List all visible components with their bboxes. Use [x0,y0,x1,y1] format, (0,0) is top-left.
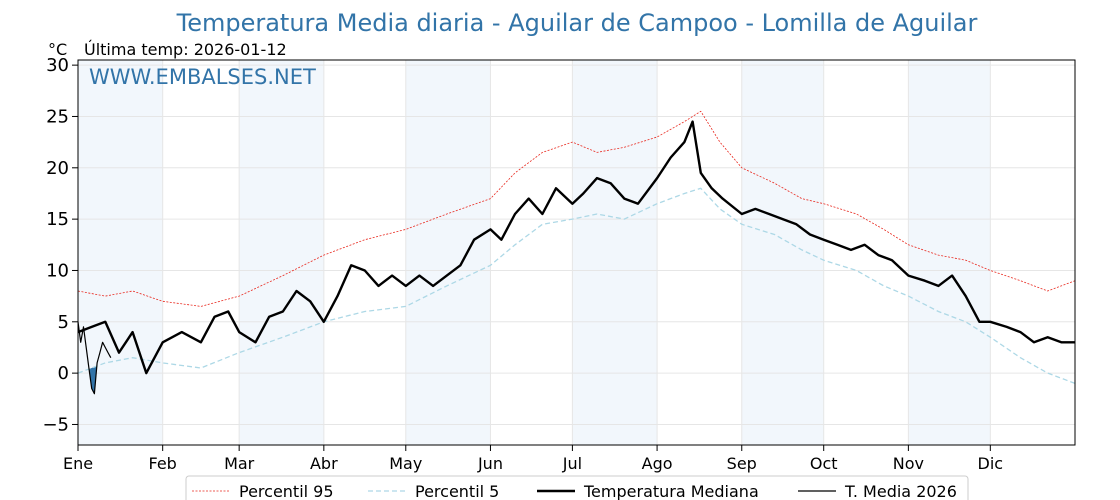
series-lines [77,110,1076,395]
month-shade-sep [741,60,824,445]
x-tick-label-dic: Dic [978,454,1004,473]
x-tick-label-feb: Feb [149,454,177,473]
y-tick-label: 5 [58,312,69,333]
y-tick-label: 10 [46,260,69,281]
chart-title: Temperatura Media diaria - Aguilar de Ca… [176,9,978,37]
x-axis: Ene Feb Mar Abr May Jun Jul Ago Sep Oct Nov Dic [63,445,1003,473]
below-percentile-fill [78,361,111,394]
month-shade-nov [908,60,991,445]
y-tick-label: 0 [58,363,69,384]
month-shade-ene [78,60,163,445]
y-tick-label: 15 [46,209,69,230]
x-tick-label-ago: Ago [642,454,673,473]
x-tick-label-oct: Oct [810,454,838,473]
x-tick-label-ene: Ene [63,454,93,473]
x-tick-label-jun: Jun [477,454,503,473]
legend-label-3: T. Media 2026 [844,482,957,500]
y-tick-label: 20 [46,158,69,179]
y-axis: −5 0 5 10 15 20 25 30 [42,55,78,435]
legend-box [185,475,969,500]
y-tick-label: −5 [42,414,69,435]
month-shade-jul [572,60,658,445]
month-shading [78,60,991,445]
series-line-3 [77,321,112,395]
last-temp-label: Última temp: 2026-01-12 [84,40,287,59]
x-tick-label-mar: Mar [224,454,255,473]
legend: Percentil 95 Percentil 5 Temperatura Media… [185,475,969,500]
series-line-0 [77,110,1076,307]
legend-label-0: Percentil 95 [239,482,334,500]
y-tick-label: 25 [46,106,69,127]
watermark: WWW.EMBALSES.NET [89,65,316,89]
plot-frame [77,59,1076,446]
legend-label-2: Temperatura Mediana [583,482,759,500]
unit-label: °C [48,40,67,59]
x-tick-label-jul: Jul [562,454,582,473]
series-line-1 [77,187,1076,385]
legend-label-1: Percentil 5 [415,482,499,500]
grid [77,60,1075,445]
series-line-2 [77,120,1075,375]
x-tick-label-sep: Sep [727,454,757,473]
x-tick-label-may: May [389,454,422,473]
cold-anomaly-fill [78,361,111,394]
month-shade-mar [239,60,324,445]
x-tick-label-nov: Nov [893,454,924,473]
x-tick-label-abr: Abr [310,454,338,473]
y-tick-label: 30 [46,55,69,76]
month-shade-may [405,60,491,445]
